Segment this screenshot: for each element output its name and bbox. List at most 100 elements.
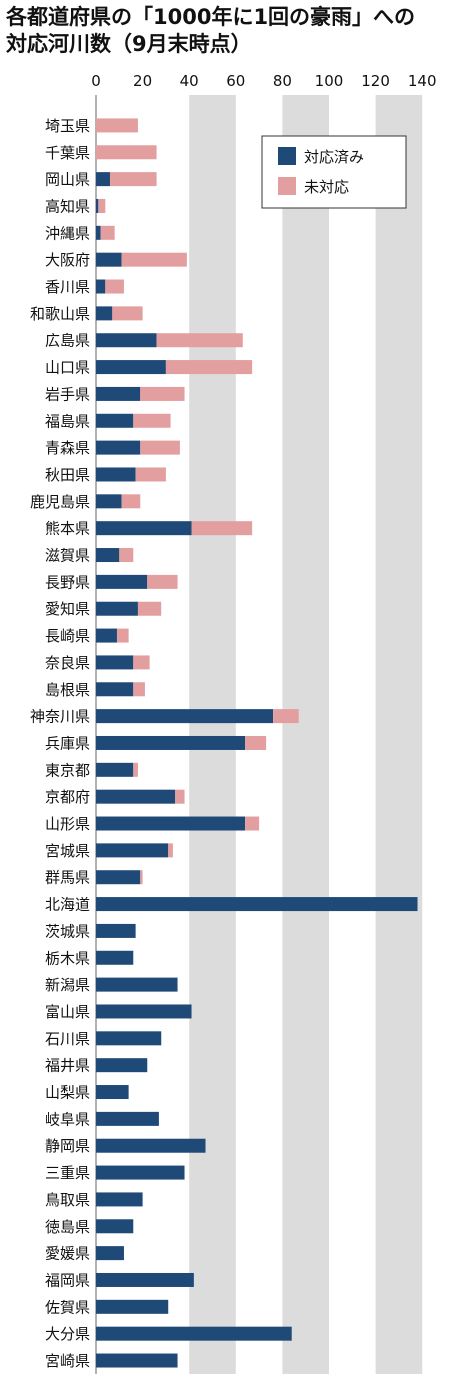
x-tick-label: 140 <box>408 72 437 90</box>
bar-done <box>96 333 157 348</box>
bar-notdone <box>273 709 299 724</box>
category-label: 愛媛県 <box>45 1245 90 1263</box>
bar-done <box>96 977 178 992</box>
bar-done <box>96 1219 134 1234</box>
bar-notdone <box>165 360 253 375</box>
bar-done <box>96 1138 206 1153</box>
category-label: 群馬県 <box>45 869 90 887</box>
bar-notdone <box>121 252 187 267</box>
category-label: 福岡県 <box>45 1271 90 1289</box>
bar-done <box>96 386 141 401</box>
x-tick-label: 80 <box>273 72 292 90</box>
bar-done <box>96 655 134 670</box>
bar-notdone <box>121 494 141 509</box>
bar-done <box>96 709 274 724</box>
category-label: 和歌山県 <box>30 305 90 323</box>
bar-notdone <box>137 601 162 616</box>
category-label: 岡山県 <box>45 171 90 189</box>
bar-done <box>96 843 169 858</box>
bar-notdone <box>245 735 267 750</box>
bar-done <box>96 198 99 213</box>
category-label: 山口県 <box>45 359 90 377</box>
category-label: 千葉県 <box>45 144 90 162</box>
category-label: 北海道 <box>45 896 90 914</box>
bar-notdone <box>133 682 145 697</box>
bar-done <box>96 897 418 912</box>
legend-swatch-notdone <box>278 177 296 195</box>
bar-done <box>96 1004 192 1019</box>
category-label: 沖縄県 <box>45 224 90 242</box>
category-label: 佐賀県 <box>45 1298 90 1316</box>
bar-notdone <box>96 145 157 160</box>
bar-done <box>96 1085 129 1100</box>
category-label: 新潟県 <box>45 976 90 994</box>
bar-notdone <box>156 333 243 348</box>
bar-notdone <box>105 279 124 294</box>
bar-done <box>96 1299 169 1314</box>
category-label: 宮崎県 <box>45 1352 90 1370</box>
category-label: 奈良県 <box>45 654 90 672</box>
bar-notdone <box>100 225 115 240</box>
bar-done <box>96 1031 162 1046</box>
x-tick-label: 20 <box>133 72 152 90</box>
bar-notdone <box>175 789 185 804</box>
bar-notdone <box>135 467 166 482</box>
grid-bands <box>95 95 423 1374</box>
x-tick-label: 60 <box>226 72 245 90</box>
bar-notdone <box>98 198 106 213</box>
category-label: 徳島県 <box>45 1218 90 1236</box>
bar-done <box>96 923 136 938</box>
bar-done <box>96 1326 292 1341</box>
chart-title-line1: 各都道府県の「1000年に1回の豪雨」への <box>6 5 416 29</box>
bar-done <box>96 413 134 428</box>
category-label: 秋田県 <box>45 466 90 484</box>
x-tick-label: 120 <box>361 72 390 90</box>
bar-notdone <box>140 440 180 455</box>
bar-done <box>96 521 192 536</box>
chart-title: 各都道府県の「1000年に1回の豪雨」への 対応河川数（9月末時点） <box>6 4 446 58</box>
category-label: 茨城県 <box>45 922 90 940</box>
bar-done <box>96 601 138 616</box>
bar-notdone <box>96 118 138 133</box>
bar-notdone <box>112 306 143 321</box>
category-label: 大分県 <box>45 1325 90 1343</box>
bar-notdone <box>168 843 173 858</box>
category-label: 石川県 <box>45 1030 90 1048</box>
category-label: 静岡県 <box>45 1137 90 1155</box>
category-label: 広島県 <box>45 332 90 350</box>
bar-done <box>96 789 176 804</box>
bar-done <box>96 360 166 375</box>
category-label: 香川県 <box>45 278 90 296</box>
category-label: 三重県 <box>45 1164 90 1182</box>
bar-done <box>96 628 117 643</box>
category-label: 長崎県 <box>45 627 90 645</box>
x-tick-label: 40 <box>180 72 199 90</box>
legend-label-done: 対応済み <box>304 148 364 166</box>
category-label: 神奈川県 <box>30 708 90 726</box>
bar-done <box>96 1272 194 1287</box>
category-label: 兵庫県 <box>45 734 90 752</box>
category-label: 富山県 <box>45 1003 90 1021</box>
bar-done <box>96 467 136 482</box>
category-label: 京都府 <box>45 788 90 806</box>
bar-done <box>96 1111 159 1126</box>
category-label: 高知県 <box>45 197 90 215</box>
bar-notdone <box>109 172 157 187</box>
category-label: 青森県 <box>45 439 90 457</box>
category-label: 福島県 <box>45 412 90 430</box>
category-label: 滋賀県 <box>45 547 90 565</box>
bar-notdone <box>147 574 178 589</box>
bar-done <box>96 1165 185 1180</box>
bar-notdone <box>245 816 260 831</box>
bar-notdone <box>133 413 171 428</box>
grid-band-1 <box>282 95 329 1374</box>
bar-done <box>96 735 246 750</box>
bar-done <box>96 306 113 321</box>
bar-notdone <box>119 548 134 563</box>
bar-notdone <box>116 628 129 643</box>
bar-notdone <box>133 655 150 670</box>
bar-done <box>96 252 122 267</box>
category-label: 鹿児島県 <box>30 493 90 511</box>
category-label: 東京都 <box>45 761 90 779</box>
